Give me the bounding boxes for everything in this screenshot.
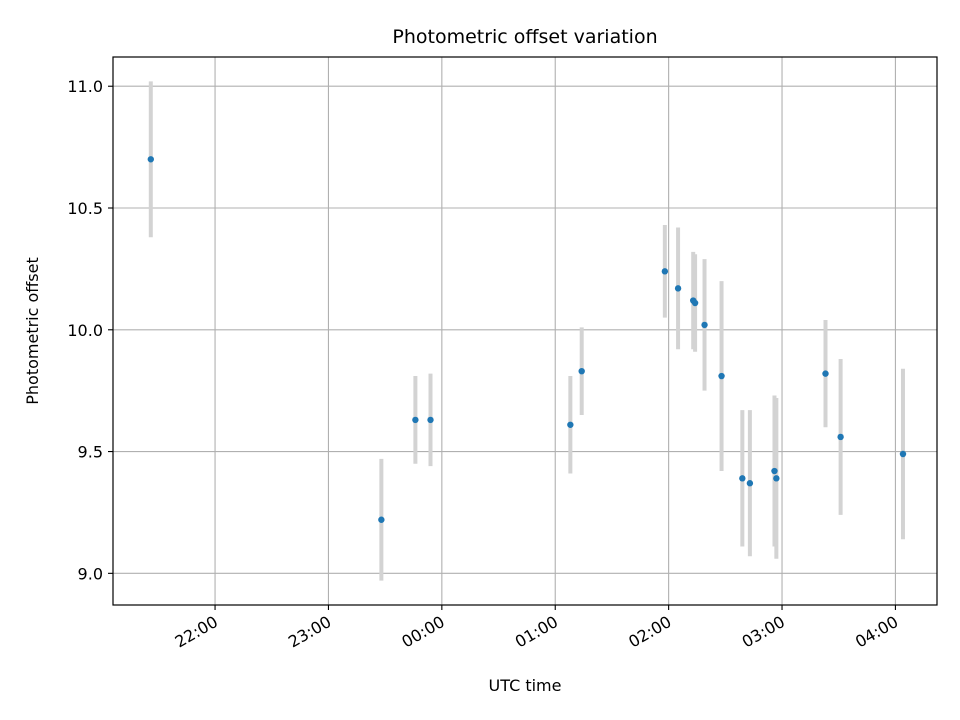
data-point [412,416,419,424]
data-point [718,372,725,380]
data-point [701,321,708,329]
data-point [378,516,385,523]
data-point [739,475,746,482]
y-tick-label: 10.0 [67,321,103,340]
data-point [147,156,154,163]
y-axis-title: Photometric offset [23,257,42,405]
y-tick-label: 9.5 [78,443,103,462]
data-point [674,285,682,292]
y-tick-label: 10.5 [67,199,103,218]
chart-title: Photometric offset variation [392,26,657,48]
data-point [567,421,574,428]
data-point [899,450,907,458]
data-point [837,433,844,441]
data-points [147,156,907,523]
data-point [746,480,754,487]
y-tick-label: 9.0 [78,564,103,583]
data-point [578,367,585,375]
y-axis: 9.0 9.5 10.0 10.5 11.0 [67,77,113,583]
data-point [661,268,669,275]
grid [113,57,937,605]
x-axis-title: UTC time [489,676,562,695]
y-tick-label: 11.0 [67,77,103,96]
data-point [691,299,699,307]
data-point [773,475,780,482]
data-point [771,467,778,475]
plot-frame [112,56,938,606]
data-point [427,416,434,424]
data-point [822,370,829,377]
